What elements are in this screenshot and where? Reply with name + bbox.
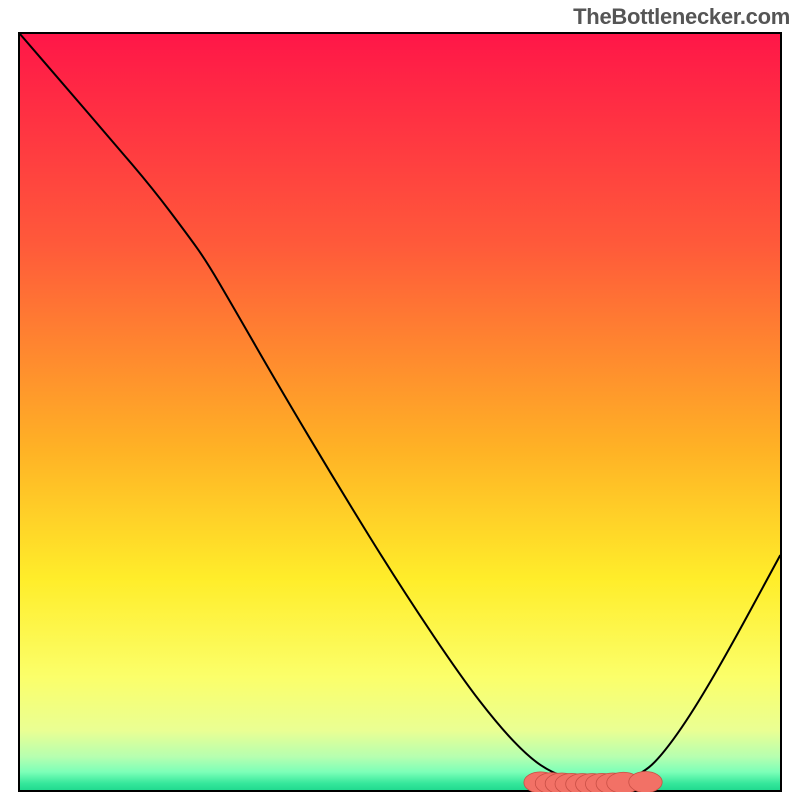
chart-svg <box>18 32 782 792</box>
attribution-text: TheBottlenecker.com <box>573 4 790 30</box>
bottleneck-chart <box>18 32 782 792</box>
